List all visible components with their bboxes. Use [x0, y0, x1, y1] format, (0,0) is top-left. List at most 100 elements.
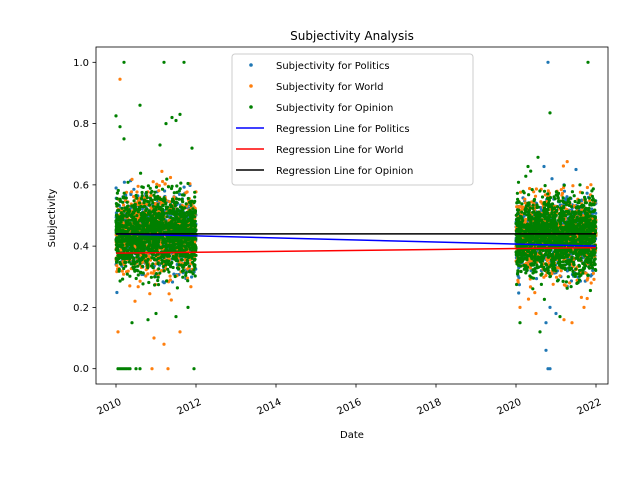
data-point: [123, 238, 127, 242]
data-point: [184, 273, 188, 277]
data-point: [114, 186, 118, 190]
outlier-point: [116, 330, 120, 334]
data-point: [558, 274, 562, 278]
scatter-layer: [114, 60, 598, 371]
data-point: [127, 227, 132, 231]
data-point: [568, 281, 572, 285]
data-point: [136, 184, 140, 188]
data-point: [160, 215, 164, 219]
data-point: [125, 200, 129, 204]
data-point: [177, 192, 182, 196]
data-point: [121, 277, 125, 281]
data-point: [134, 276, 138, 281]
data-point: [181, 265, 185, 269]
data-point: [139, 248, 143, 252]
data-point: [585, 191, 589, 195]
data-point: [177, 263, 181, 267]
data-point: [156, 278, 160, 283]
outlier-point: [550, 177, 554, 181]
outlier-point: [162, 342, 166, 346]
data-point: [150, 224, 154, 228]
data-point: [136, 264, 140, 268]
data-point: [136, 254, 140, 258]
data-point: [169, 216, 173, 220]
data-point: [166, 185, 171, 189]
data-point: [122, 191, 126, 195]
data-point: [149, 193, 153, 198]
data-point: [122, 196, 126, 200]
data-point: [185, 276, 189, 280]
data-point: [560, 193, 564, 197]
data-point: [140, 190, 144, 195]
data-point: [167, 292, 171, 296]
data-point: [194, 249, 198, 253]
data-point: [185, 190, 189, 194]
data-point: [140, 236, 144, 240]
data-point: [148, 292, 152, 296]
data-point: [132, 199, 136, 203]
data-point: [124, 229, 128, 234]
data-point: [168, 274, 172, 278]
data-point: [179, 224, 183, 228]
data-point: [522, 221, 527, 225]
data-point: [193, 274, 197, 278]
data-point: [166, 267, 170, 271]
data-point: [163, 182, 167, 186]
data-point: [160, 261, 164, 265]
data-point: [115, 260, 119, 264]
data-point: [186, 267, 190, 271]
data-point: [160, 207, 164, 211]
chart-title: Subjectivity Analysis: [290, 29, 414, 43]
data-point: [115, 197, 119, 201]
data-point: [147, 217, 152, 221]
outlier-point: [542, 164, 546, 169]
data-point: [526, 297, 531, 301]
data-point: [138, 234, 142, 238]
data-point: [132, 215, 136, 219]
data-point: [565, 160, 569, 164]
outlier-point: [544, 321, 548, 325]
data-point: [192, 268, 196, 272]
data-point: [151, 201, 155, 205]
data-point: [178, 241, 182, 245]
data-point: [175, 190, 179, 194]
data-point: [162, 269, 166, 273]
data-point: [161, 280, 165, 284]
data-point: [183, 227, 187, 231]
data-point: [156, 275, 160, 279]
data-point: [191, 272, 195, 276]
data-point: [129, 241, 133, 245]
data-point: [162, 196, 166, 200]
data-point: [184, 224, 188, 228]
data-point: [117, 208, 121, 212]
data-point: [133, 299, 137, 303]
data-point: [156, 256, 160, 260]
data-point: [124, 196, 128, 200]
data-point: [533, 194, 538, 198]
data-point: [528, 266, 533, 270]
data-point: [126, 269, 130, 273]
data-point: [533, 291, 537, 295]
data-point: [122, 214, 126, 218]
data-point: [168, 175, 173, 180]
data-point: [165, 177, 169, 181]
data-point: [168, 203, 172, 207]
data-point: [161, 199, 165, 203]
data-point: [182, 185, 186, 189]
outlier-point: [118, 77, 122, 81]
data-point: [147, 203, 151, 207]
data-point: [169, 186, 174, 191]
data-point: [168, 278, 172, 282]
data-point: [559, 269, 563, 273]
outlier-point: [150, 367, 154, 371]
data-point: [133, 265, 137, 269]
data-point: [165, 279, 169, 283]
data-point: [523, 197, 527, 201]
data-point: [155, 241, 159, 246]
data-point: [126, 255, 130, 259]
data-point: [132, 267, 136, 271]
data-point: [149, 229, 153, 233]
data-point: [562, 189, 567, 193]
data-point: [148, 186, 152, 190]
